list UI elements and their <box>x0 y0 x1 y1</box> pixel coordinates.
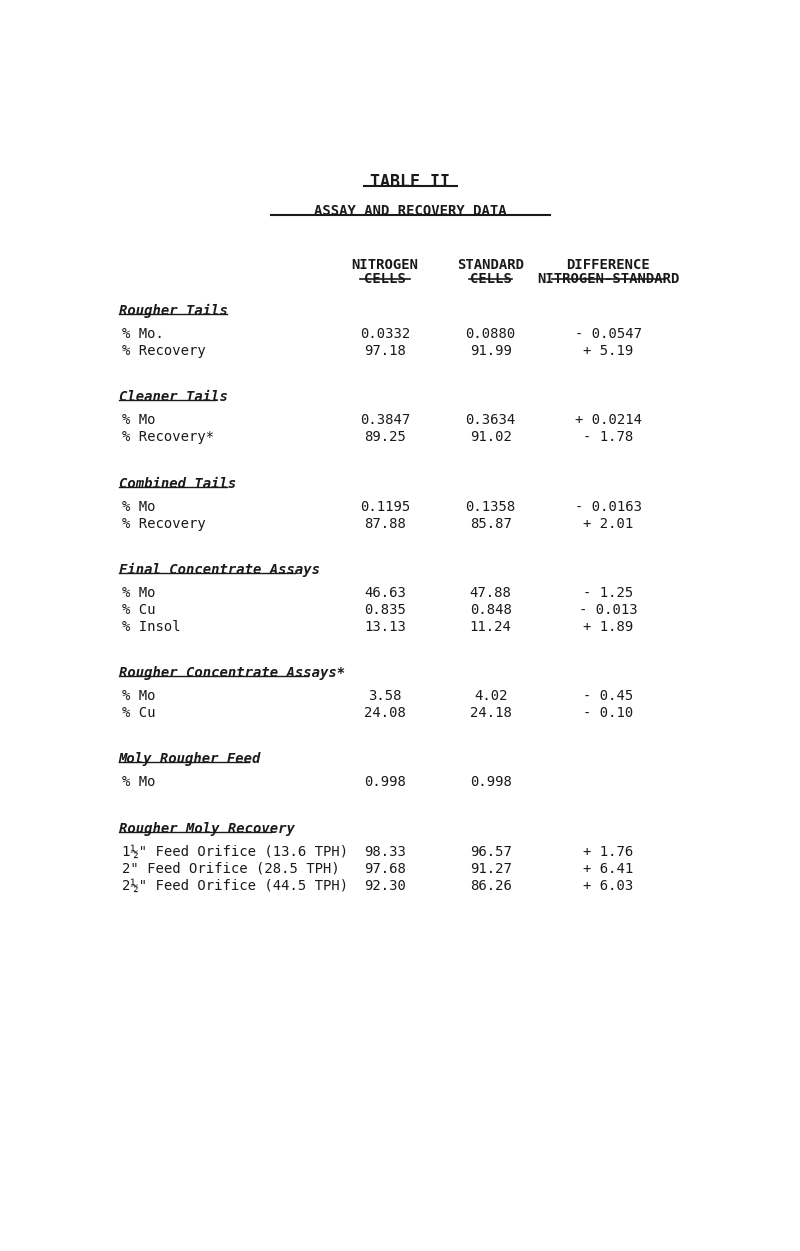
Text: 4.02: 4.02 <box>474 689 507 703</box>
Text: - 0.0547: - 0.0547 <box>575 328 642 342</box>
Text: 89.25: 89.25 <box>364 430 406 444</box>
Text: 98.33: 98.33 <box>364 844 406 858</box>
Text: % Recovery: % Recovery <box>122 517 206 530</box>
Text: + 1.76: + 1.76 <box>583 844 634 858</box>
Text: 85.87: 85.87 <box>470 517 511 530</box>
Text: 0.998: 0.998 <box>364 776 406 789</box>
Text: 0.0880: 0.0880 <box>466 328 516 342</box>
Text: - 0.013: - 0.013 <box>579 603 638 617</box>
Text: 0.0332: 0.0332 <box>360 328 410 342</box>
Text: 91.02: 91.02 <box>470 430 511 444</box>
Text: % Cu: % Cu <box>122 706 156 721</box>
Text: % Mo: % Mo <box>122 689 156 703</box>
Text: 13.13: 13.13 <box>364 619 406 634</box>
Text: 87.88: 87.88 <box>364 517 406 530</box>
Text: + 6.41: + 6.41 <box>583 862 634 876</box>
Text: Rougher Moly Recovery: Rougher Moly Recovery <box>118 822 294 836</box>
Text: + 1.89: + 1.89 <box>583 619 634 634</box>
Text: % Mo: % Mo <box>122 414 156 428</box>
Text: Final Concentrate Assays: Final Concentrate Assays <box>118 563 320 577</box>
Text: ASSAY AND RECOVERY DATA: ASSAY AND RECOVERY DATA <box>314 204 506 218</box>
Text: CELLS: CELLS <box>470 271 511 285</box>
Text: 2" Feed Orifice (28.5 TPH): 2" Feed Orifice (28.5 TPH) <box>122 862 340 876</box>
Text: 92.30: 92.30 <box>364 878 406 892</box>
Text: 0.1195: 0.1195 <box>360 499 410 514</box>
Text: % Insol: % Insol <box>122 619 181 634</box>
Text: DIFFERENCE: DIFFERENCE <box>566 258 650 271</box>
Text: - 0.0163: - 0.0163 <box>575 499 642 514</box>
Text: 24.08: 24.08 <box>364 706 406 721</box>
Text: + 6.03: + 6.03 <box>583 878 634 892</box>
Text: 96.57: 96.57 <box>470 844 511 858</box>
Text: % Recovery: % Recovery <box>122 344 206 358</box>
Text: % Mo: % Mo <box>122 585 156 600</box>
Text: + 0.0214: + 0.0214 <box>575 414 642 428</box>
Text: CELLS: CELLS <box>364 271 406 285</box>
Text: 86.26: 86.26 <box>470 878 511 892</box>
Text: 0.3634: 0.3634 <box>466 414 516 428</box>
Text: 2½" Feed Orifice (44.5 TPH): 2½" Feed Orifice (44.5 TPH) <box>122 878 349 892</box>
Text: 91.99: 91.99 <box>470 344 511 358</box>
Text: 91.27: 91.27 <box>470 862 511 876</box>
Text: % Mo: % Mo <box>122 499 156 514</box>
Text: Rougher Concentrate Assays*: Rougher Concentrate Assays* <box>118 666 345 681</box>
Text: 0.3847: 0.3847 <box>360 414 410 428</box>
Text: - 1.25: - 1.25 <box>583 585 634 600</box>
Text: 46.63: 46.63 <box>364 585 406 600</box>
Text: STANDARD: STANDARD <box>457 258 524 271</box>
Text: 11.24: 11.24 <box>470 619 511 634</box>
Text: % Mo.: % Mo. <box>122 328 164 342</box>
Text: - 0.45: - 0.45 <box>583 689 634 703</box>
Text: - 0.10: - 0.10 <box>583 706 634 721</box>
Text: Cleaner Tails: Cleaner Tails <box>118 390 227 404</box>
Text: 0.835: 0.835 <box>364 603 406 617</box>
Text: NITROGEN: NITROGEN <box>352 258 418 271</box>
Text: Rougher Tails: Rougher Tails <box>118 304 227 318</box>
Text: % Cu: % Cu <box>122 603 156 617</box>
Text: 97.68: 97.68 <box>364 862 406 876</box>
Text: + 5.19: + 5.19 <box>583 344 634 358</box>
Text: 0.848: 0.848 <box>470 603 511 617</box>
Text: 3.58: 3.58 <box>369 689 402 703</box>
Text: 0.998: 0.998 <box>470 776 511 789</box>
Text: NITROGEN-STANDARD: NITROGEN-STANDARD <box>538 271 679 285</box>
Text: 47.88: 47.88 <box>470 585 511 600</box>
Text: - 1.78: - 1.78 <box>583 430 634 444</box>
Text: 1½" Feed Orifice (13.6 TPH): 1½" Feed Orifice (13.6 TPH) <box>122 844 349 858</box>
Text: Moly Rougher Feed: Moly Rougher Feed <box>118 752 261 767</box>
Text: 24.18: 24.18 <box>470 706 511 721</box>
Text: 97.18: 97.18 <box>364 344 406 358</box>
Text: 0.1358: 0.1358 <box>466 499 516 514</box>
Text: % Recovery*: % Recovery* <box>122 430 214 444</box>
Text: TABLE II: TABLE II <box>370 173 450 191</box>
Text: Combined Tails: Combined Tails <box>118 477 236 490</box>
Text: + 2.01: + 2.01 <box>583 517 634 530</box>
Text: % Mo: % Mo <box>122 776 156 789</box>
